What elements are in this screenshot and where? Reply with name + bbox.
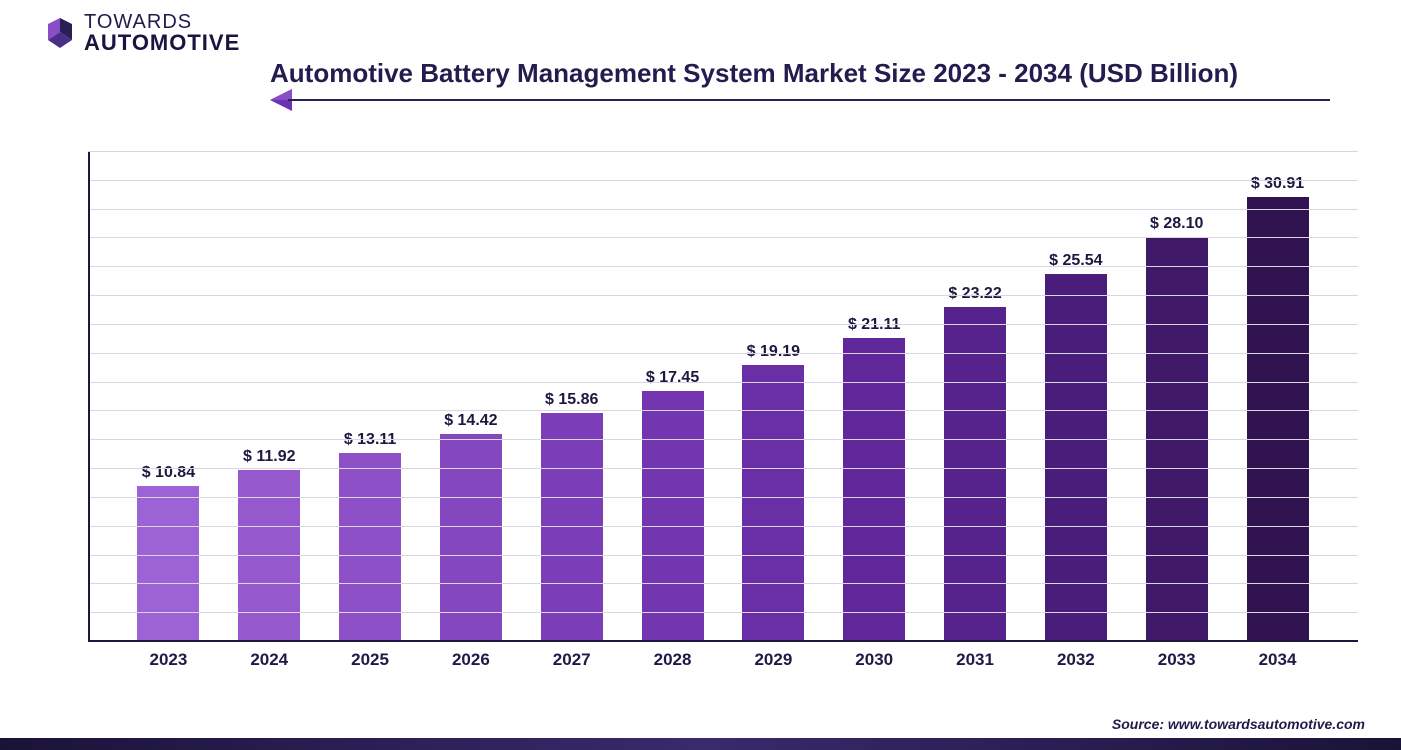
bar-value-label: $ 30.91: [1251, 175, 1304, 193]
gridline: [88, 237, 1358, 238]
logo-line1: TOWARDS: [84, 12, 240, 32]
logo-line2: AUTOMOTIVE: [84, 32, 240, 54]
x-tick-label: 2034: [1247, 644, 1309, 672]
gridline: [88, 266, 1358, 267]
gridline: [88, 410, 1358, 411]
gridline: [88, 151, 1358, 152]
x-axis: [88, 640, 1358, 642]
logo-text: TOWARDS AUTOMOTIVE: [84, 12, 240, 54]
gridline: [88, 497, 1358, 498]
x-tick-label: 2023: [137, 644, 199, 672]
bar-slot: $ 13.11: [339, 431, 401, 642]
x-tick-label: 2029: [742, 644, 804, 672]
x-tick-label: 2025: [339, 644, 401, 672]
bar-slot: $ 30.91: [1247, 175, 1309, 642]
logo-mark-icon: [46, 16, 74, 50]
bar-value-label: $ 15.86: [545, 391, 598, 409]
x-labels: 2023 2024 2025 2026 2027 2028 2029 2030 2031 2032…: [88, 644, 1358, 672]
gridline: [88, 583, 1358, 584]
bar: [742, 365, 804, 642]
bar-value-label: $ 11.92: [243, 448, 296, 466]
gridline: [88, 324, 1358, 325]
gridline: [88, 353, 1358, 354]
bar: [1045, 274, 1107, 642]
chart-title: Automotive Battery Management System Mar…: [270, 58, 1238, 89]
bar-slot: $ 28.10: [1146, 215, 1208, 642]
bar-slot: $ 21.11: [843, 316, 905, 642]
bar-slot: $ 23.22: [944, 285, 1006, 642]
bar: [137, 486, 199, 642]
title-underline: [288, 99, 1330, 101]
title-block: Automotive Battery Management System Mar…: [270, 58, 1341, 105]
bar: [944, 307, 1006, 642]
gridline: [88, 209, 1358, 210]
footer-accent: [0, 738, 1401, 750]
x-tick-label: 2026: [440, 644, 502, 672]
bar: [339, 453, 401, 642]
bar-slot: $ 10.84: [137, 464, 199, 642]
bar: [440, 434, 502, 642]
y-axis: [88, 152, 90, 642]
gridline: [88, 180, 1358, 181]
source-text: Source: www.towardsautomotive.com: [1112, 716, 1365, 732]
bar-slot: $ 14.42: [440, 412, 502, 642]
bar: [843, 338, 905, 642]
x-tick-label: 2031: [944, 644, 1006, 672]
bar: [1247, 197, 1309, 642]
title-rule: [270, 97, 1330, 105]
bar-value-label: $ 28.10: [1150, 215, 1203, 233]
x-tick-label: 2032: [1045, 644, 1107, 672]
bar-value-label: $ 10.84: [142, 464, 195, 482]
brand-logo: TOWARDS AUTOMOTIVE: [46, 12, 240, 54]
arrow-left-icon: [268, 89, 292, 116]
gridline: [88, 295, 1358, 296]
bar-value-label: $ 14.42: [444, 412, 497, 430]
gridline: [88, 555, 1358, 556]
gridline: [88, 612, 1358, 613]
x-tick-label: 2024: [238, 644, 300, 672]
gridline: [88, 526, 1358, 527]
bar-chart: $ 10.84 $ 11.92 $ 13.11 $ 14.42 $ 15.86 $ 17.…: [88, 152, 1358, 672]
bar-slot: $ 15.86: [541, 391, 603, 642]
bars-container: $ 10.84 $ 11.92 $ 13.11 $ 14.42 $ 15.86 $ 17.…: [88, 152, 1358, 642]
bar: [541, 413, 603, 642]
x-tick-label: 2030: [843, 644, 905, 672]
x-tick-label: 2027: [541, 644, 603, 672]
gridline: [88, 439, 1358, 440]
gridline: [88, 468, 1358, 469]
gridline: [88, 382, 1358, 383]
page: TOWARDS AUTOMOTIVE Automotive Battery Ma…: [0, 0, 1401, 750]
bar-value-label: $ 17.45: [646, 369, 699, 387]
x-tick-label: 2033: [1146, 644, 1208, 672]
plot-area: $ 10.84 $ 11.92 $ 13.11 $ 14.42 $ 15.86 $ 17.…: [88, 152, 1358, 642]
x-tick-label: 2028: [642, 644, 704, 672]
bar: [642, 391, 704, 642]
bar-slot: $ 19.19: [742, 343, 804, 642]
